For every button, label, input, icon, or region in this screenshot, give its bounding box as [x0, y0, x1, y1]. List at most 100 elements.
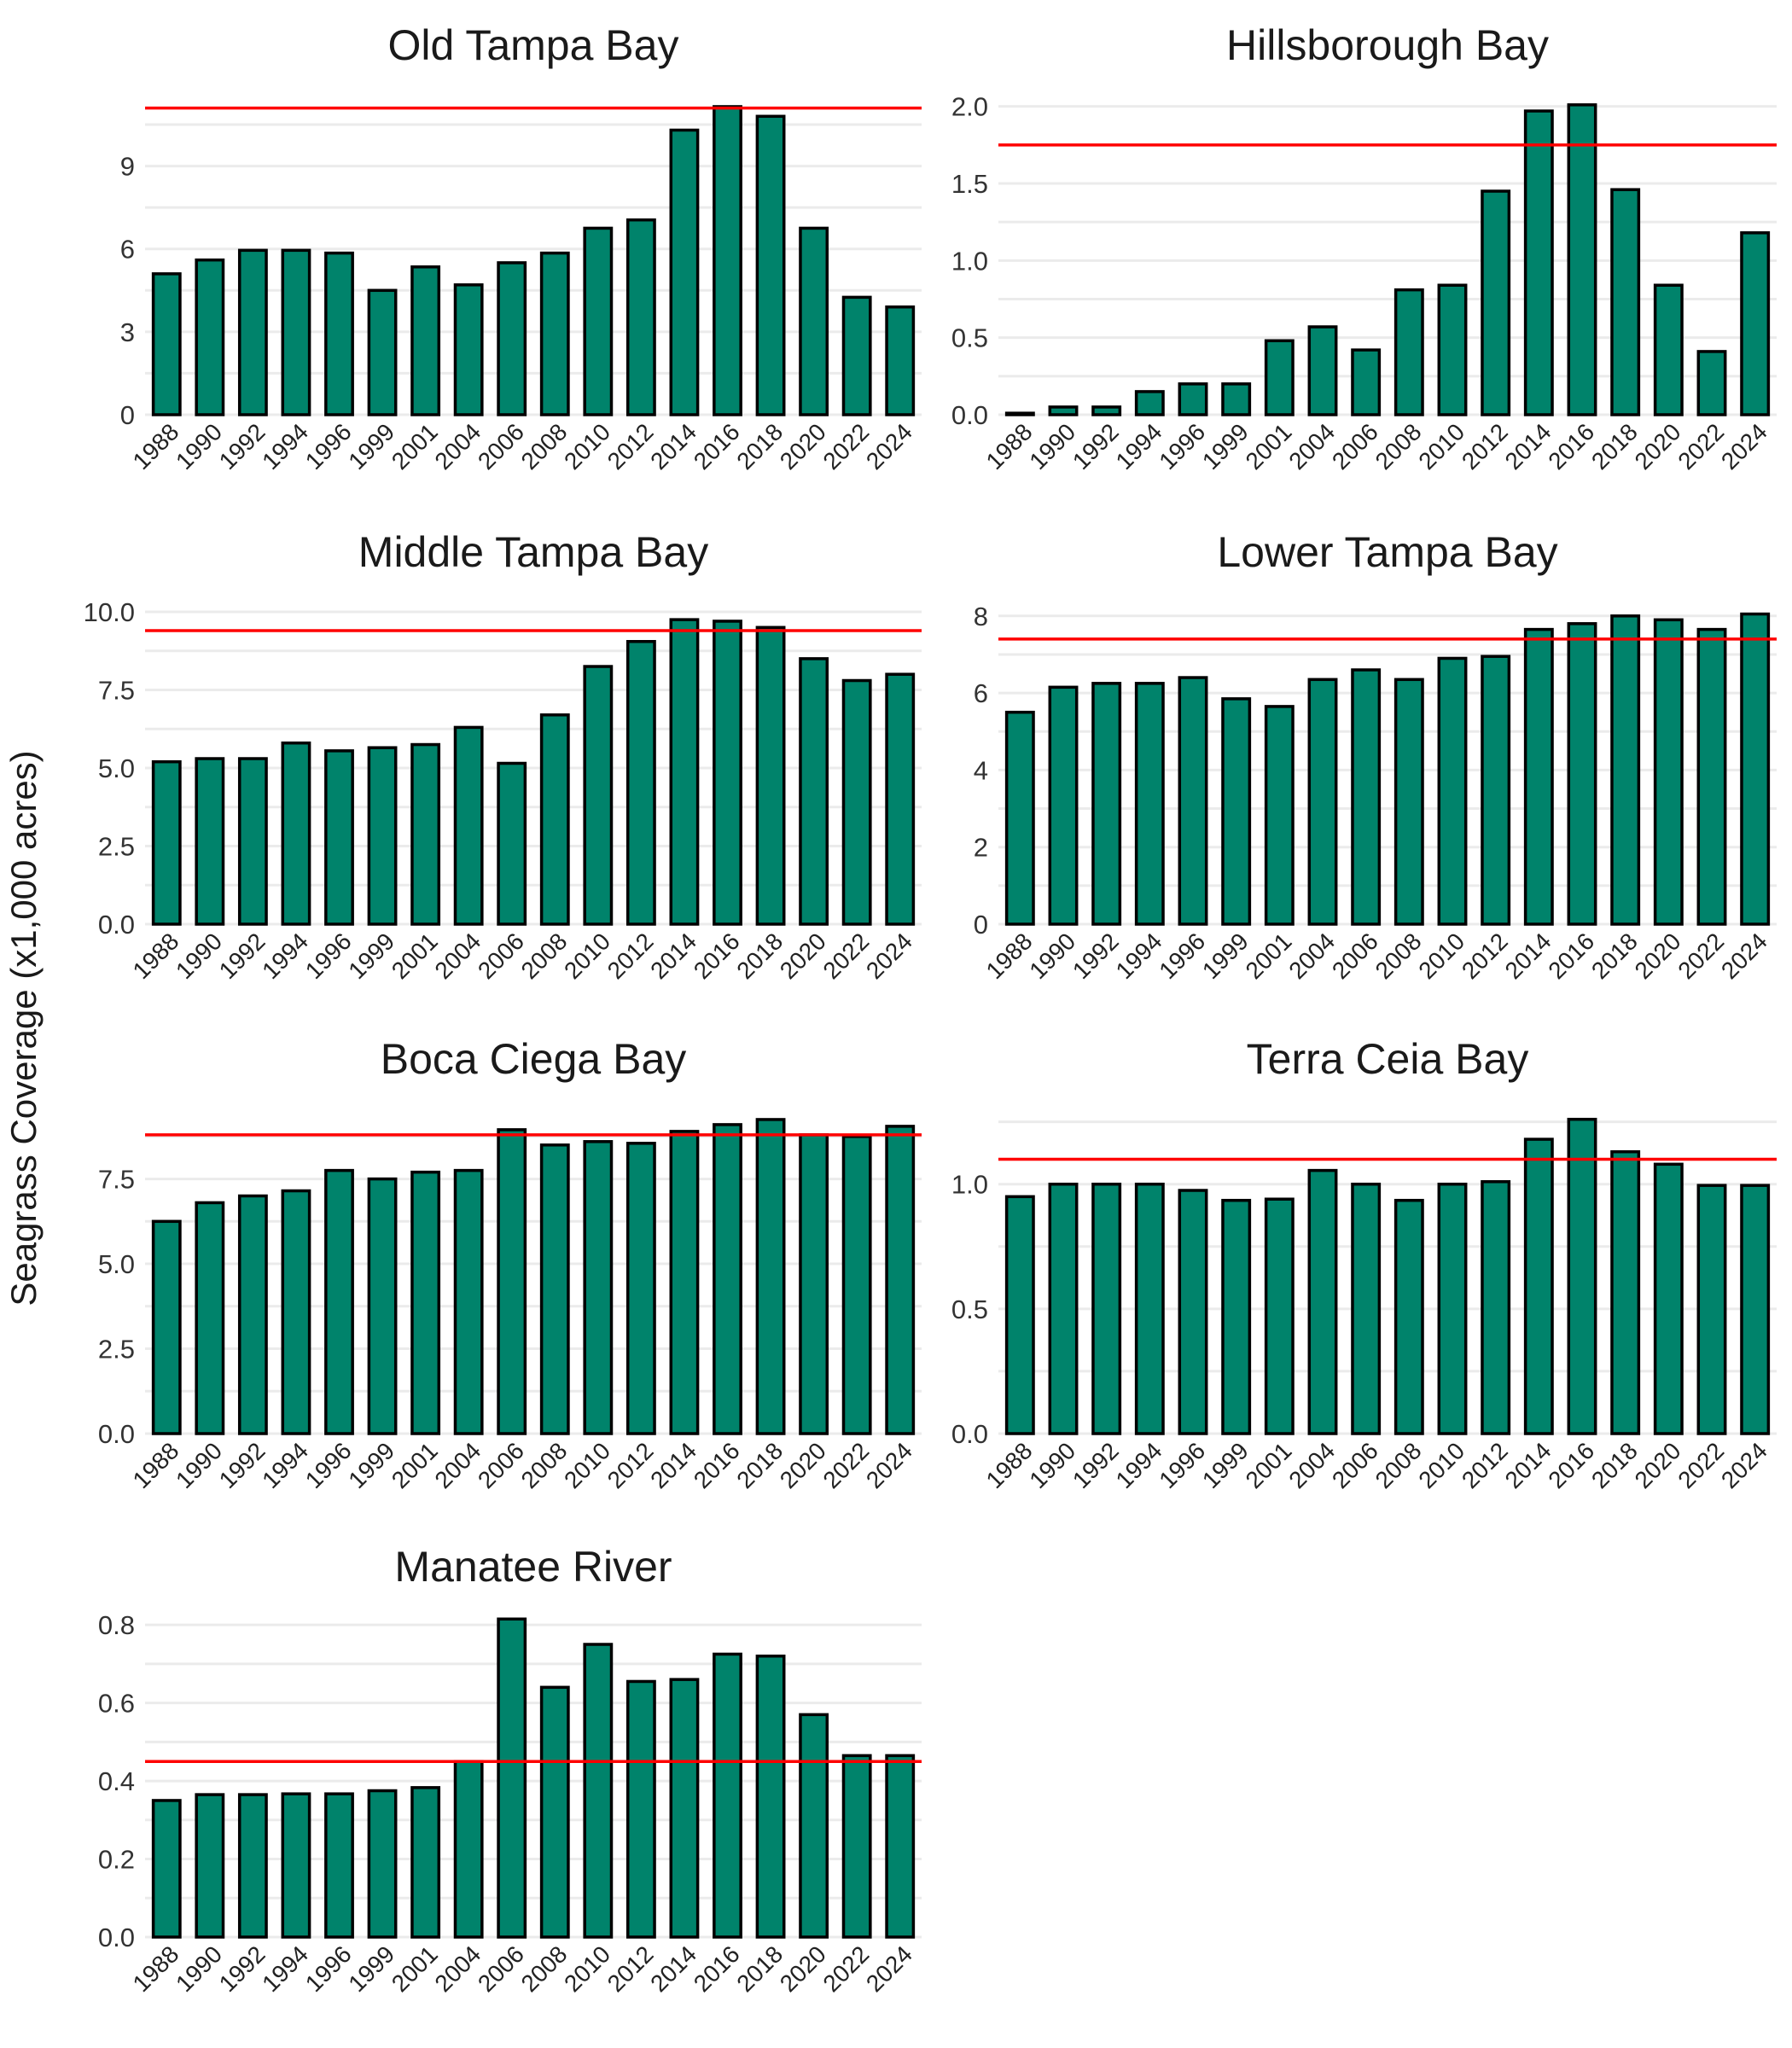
x-tick-label: 1990: [171, 1940, 227, 1997]
bar-1994: [281, 1189, 311, 1435]
bar-2018: [755, 1118, 786, 1435]
y-tick-label: 2.0: [951, 92, 988, 122]
bar-2004: [1307, 325, 1338, 416]
x-tick-label: 2004: [1283, 418, 1340, 474]
bar-2024: [885, 1754, 916, 1939]
x-tick-label: 1996: [300, 1940, 357, 1997]
x-tick-label: 2008: [1370, 928, 1427, 984]
y-tick-label: 1.0: [951, 246, 988, 276]
bar-2020: [799, 226, 829, 416]
bar-1999: [1221, 697, 1252, 926]
x-tick-label: 1992: [214, 1940, 271, 1997]
bar-2016: [1567, 1117, 1597, 1435]
y-tick-label: 0.0: [951, 400, 988, 430]
bar-2008: [1393, 1198, 1424, 1435]
x-tick-label: 1996: [300, 418, 357, 474]
x-tick-label: 1992: [214, 418, 271, 474]
bar-2001: [1264, 1197, 1295, 1435]
x-tick-label: 2018: [1586, 1437, 1643, 1493]
bar-1992: [237, 248, 268, 416]
y-tick-label: 0.5: [951, 323, 988, 353]
bar-2001: [410, 1170, 441, 1435]
y-tick-label: 4: [974, 755, 988, 785]
bar-2016: [713, 1123, 742, 1435]
x-tick-label: 2020: [1630, 418, 1686, 474]
bar-2022: [1696, 1184, 1727, 1435]
bar-2018: [1610, 614, 1641, 926]
x-tick-label: 2024: [861, 1940, 917, 1997]
bar-2001: [410, 265, 441, 416]
x-tick-label: 2022: [1673, 1437, 1729, 1493]
x-tick-label: 1992: [214, 928, 271, 984]
x-tick-label: 2008: [516, 928, 573, 984]
bar-2020: [1653, 618, 1684, 926]
bar-1988: [1004, 710, 1035, 926]
bar-2010: [1437, 1182, 1468, 1435]
x-tick-label: 1988: [981, 928, 1038, 984]
bar-2004: [453, 283, 484, 416]
x-tick-label: 2018: [731, 418, 788, 474]
y-tick-label: 5.0: [98, 1249, 135, 1279]
bar-2020: [1653, 1162, 1684, 1435]
x-tick-label: 2010: [1413, 1437, 1469, 1493]
x-tick-label: 1994: [257, 1437, 313, 1493]
bar-2006: [497, 1617, 527, 1939]
x-tick-label: 2001: [1241, 928, 1297, 984]
bar-2001: [1264, 339, 1295, 416]
x-tick-label: 1990: [1024, 928, 1080, 984]
x-tick-label: 1992: [214, 1437, 271, 1493]
bar-2020: [1653, 283, 1684, 416]
bar-2024: [1740, 1184, 1771, 1435]
bar-2012: [625, 1679, 656, 1939]
panel-title: Old Tampa Bay: [388, 21, 679, 69]
x-tick-label: 1996: [300, 1437, 357, 1493]
bar-2010: [583, 665, 614, 926]
x-tick-label: 2020: [1630, 928, 1686, 984]
bar-2010: [1437, 656, 1468, 926]
x-tick-label: 1988: [128, 928, 184, 984]
x-tick-label: 2024: [1716, 1437, 1772, 1493]
x-tick-label: 1990: [1024, 1437, 1080, 1493]
y-axis-label: Seagrass Coverage (x1,000 acres): [3, 750, 44, 1306]
bar-2014: [669, 128, 700, 416]
x-tick-label: 2024: [861, 418, 917, 474]
bar-1996: [324, 749, 354, 926]
panel-3: Middle Tampa Bay 0.0 2.5 5.0 7.5 10.0 19881990…: [84, 528, 922, 984]
x-tick-label: 2012: [602, 418, 659, 474]
x-tick-label: 1999: [343, 928, 399, 984]
x-tick-label: 2008: [516, 1437, 573, 1493]
bar-2014: [669, 1678, 700, 1939]
y-tick-label: 0.0: [98, 1419, 135, 1449]
bar-2024: [1740, 612, 1771, 926]
x-tick-label: 2006: [1327, 928, 1383, 984]
x-tick-label: 2010: [1413, 928, 1469, 984]
x-tick-label: 2001: [387, 928, 443, 984]
x-tick-label: 1996: [1154, 928, 1210, 984]
x-tick-label: 2022: [817, 1940, 874, 1997]
bar-1988: [1004, 1195, 1035, 1435]
x-tick-label: 2010: [559, 1437, 615, 1493]
x-tick-label: 2006: [1327, 1437, 1383, 1493]
y-tick-label: 0: [120, 400, 135, 430]
x-tick-label: 2014: [645, 928, 701, 984]
x-tick-label: 2006: [473, 928, 529, 984]
bar-1992: [237, 757, 268, 926]
bar-2004: [1307, 1168, 1338, 1435]
bar-2001: [410, 742, 441, 926]
bar-1999: [367, 1177, 398, 1435]
x-tick-label: 2022: [817, 928, 874, 984]
y-tick-label: 7.5: [98, 675, 135, 705]
x-tick-label: 2012: [1457, 928, 1513, 984]
bar-2004: [453, 725, 484, 926]
x-tick-label: 1999: [1197, 1437, 1254, 1493]
x-tick-label: 2014: [1500, 928, 1556, 984]
bar-2012: [625, 1142, 656, 1435]
y-tick-label: 0.2: [98, 1845, 135, 1875]
bar-2004: [1307, 678, 1338, 926]
x-tick-label: 2022: [1673, 418, 1729, 474]
bar-2001: [1264, 705, 1295, 926]
x-tick-label: 1988: [128, 418, 184, 474]
bar-2012: [625, 218, 656, 416]
bar-2022: [841, 678, 872, 926]
x-tick-label: 1999: [343, 1437, 399, 1493]
